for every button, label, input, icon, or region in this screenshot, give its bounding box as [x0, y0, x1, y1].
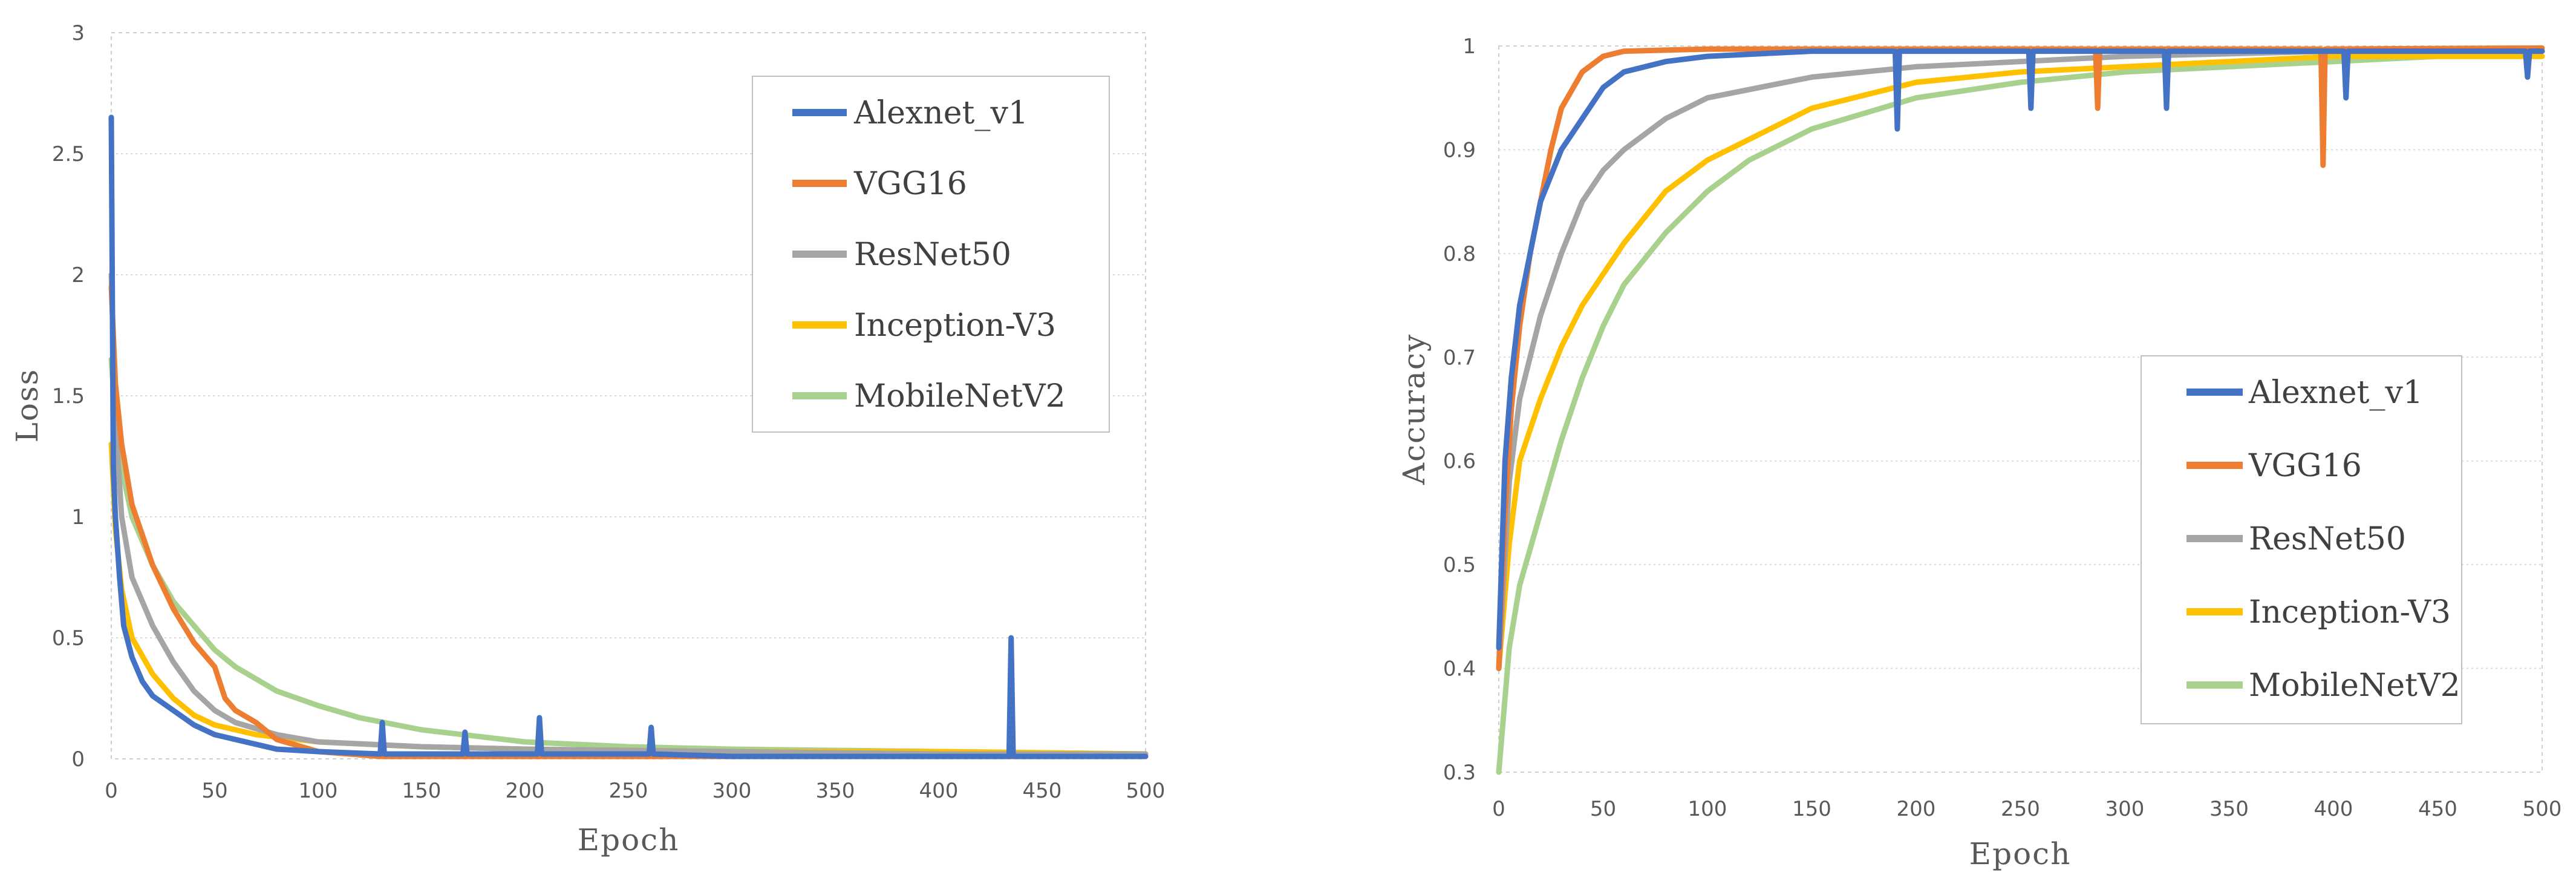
legend-label: MobileNetV2: [2249, 667, 2460, 704]
accuracy-y-tick-label: 0.8: [1443, 242, 1476, 266]
loss-y-tick-label: 1.5: [52, 384, 85, 408]
loss-legend-entries: Alexnet_v1 VGG16 ResNet50 Inception-V3 Mobil…: [792, 95, 1066, 415]
legend-item: Alexnet_v1: [792, 95, 1028, 131]
accuracy-y-tick-label: 0.6: [1443, 450, 1476, 474]
accuracy-x-tick-label: 0: [1492, 797, 1505, 821]
accuracy-y-tick-label: 0.9: [1443, 138, 1476, 162]
loss-x-tick-label: 300: [712, 779, 752, 803]
legend-label: VGG16: [853, 166, 967, 202]
accuracy-x-tick-label: 300: [2105, 797, 2145, 821]
loss-y-tick-label: 2: [71, 263, 85, 287]
loss-x-tick-label: 250: [609, 779, 648, 803]
legend-item: VGG16: [792, 166, 967, 202]
loss-series-alexnet-v1: [108, 114, 1149, 759]
loss-y-tick-labels: 0 0.5 1 1.5 2 2.5 3: [52, 21, 85, 772]
loss-series-mobilenetv2: [108, 356, 1149, 757]
loss-y-axis-title: Loss: [10, 369, 45, 443]
accuracy-plot-frame: [1498, 45, 2543, 773]
accuracy-x-tick-label: 50: [1590, 797, 1616, 821]
accuracy-x-tick-label: 150: [1792, 797, 1831, 821]
legend-label: Inception-V3: [854, 307, 1056, 344]
accuracy-x-tick-labels: 0 50 100 150 200 250 300 350 400 450 500: [1492, 797, 2561, 821]
loss-y-tick-label: 0: [71, 747, 85, 772]
loss-x-tick-label: 350: [816, 779, 855, 803]
accuracy-y-tick-label: 0.3: [1443, 761, 1476, 785]
loss-y-tick-label: 2.5: [52, 142, 85, 166]
accuracy-x-tick-label: 500: [2523, 797, 2562, 821]
legend-item: VGG16: [2186, 448, 2362, 484]
loss-x-tick-labels: 0 50 100 150 200 250 300 350 400 450 500: [105, 779, 1165, 803]
accuracy-y-tick-label: 0.5: [1443, 553, 1476, 577]
loss-x-tick-label: 400: [919, 779, 959, 803]
loss-x-tick-label: 50: [201, 779, 227, 803]
accuracy-series-resnet50: [1496, 48, 2545, 672]
accuracy-x-tick-label: 450: [2418, 797, 2457, 821]
accuracy-legend-entries: Alexnet_v1 VGG16 ResNet50 Inception-V3 Mobil…: [2186, 375, 2460, 704]
accuracy-y-axis-title: Accuracy: [1397, 333, 1432, 485]
legend-label: VGG16: [2248, 448, 2362, 484]
accuracy-x-tick-label: 350: [2209, 797, 2249, 821]
legend-item: Inception-V3: [792, 307, 1056, 344]
loss-x-tick-label: 150: [402, 779, 442, 803]
accuracy-series: [1496, 45, 2545, 775]
accuracy-y-tick-labels: 0.3 0.4 0.5 0.6 0.7 0.8 0.9 1: [1443, 34, 1476, 785]
loss-x-axis-title: Epoch: [578, 822, 680, 857]
legend-item: MobileNetV2: [2186, 667, 2460, 704]
legend-label: ResNet50: [2249, 521, 2406, 557]
accuracy-x-tick-label: 250: [2001, 797, 2040, 821]
legend-label: Alexnet_v1: [853, 95, 1028, 131]
accuracy-chart: 0.3 0.4 0.5 0.6 0.7 0.8 0.9 1 0 50 100 150 200 250 30…: [1397, 34, 2561, 871]
loss-x-tick-label: 0: [105, 779, 118, 803]
accuracy-y-tick-label: 0.4: [1443, 657, 1476, 681]
legend-label: Inception-V3: [2249, 594, 2451, 631]
accuracy-y-tick-label: 0.7: [1443, 346, 1476, 370]
legend-label: ResNet50: [854, 237, 1011, 273]
accuracy-x-tick-label: 200: [1897, 797, 1936, 821]
legend-item: ResNet50: [2186, 521, 2406, 557]
loss-series-resnet50: [108, 272, 1149, 757]
accuracy-series-inception-v3: [1496, 53, 2545, 672]
accuracy-x-tick-label: 100: [1688, 797, 1727, 821]
loss-legend: Alexnet_v1 VGG16 ResNet50 Inception-V3 Mobil…: [752, 76, 1110, 433]
accuracy-series-alexnet-v1: [1496, 48, 2545, 651]
loss-series-inception-v3: [108, 441, 1149, 757]
loss-x-tick-label: 450: [1023, 779, 1062, 803]
accuracy-x-axis-title: Epoch: [1969, 836, 2072, 871]
loss-series: [108, 114, 1149, 759]
loss-y-tick-label: 1: [71, 505, 85, 529]
loss-x-tick-label: 200: [506, 779, 545, 803]
loss-chart: 0 0.5 1 1.5 2 2.5 3 0 50 100 150 200 250 300 350 400 45…: [10, 21, 1165, 857]
loss-y-tick-label: 0.5: [52, 626, 85, 651]
legend-label: MobileNetV2: [854, 378, 1066, 415]
legend-item: Inception-V3: [2186, 594, 2451, 631]
accuracy-legend: Alexnet_v1 VGG16 ResNet50 Inception-V3 Mobil…: [2141, 355, 2462, 724]
accuracy-y-tick-label: 1: [1462, 34, 1476, 59]
loss-x-tick-label: 100: [299, 779, 338, 803]
legend-item: Alexnet_v1: [2186, 375, 2423, 411]
accuracy-x-tick-label: 400: [2314, 797, 2353, 821]
loss-legend-box: [752, 76, 1110, 433]
legend-item: ResNet50: [792, 237, 1011, 273]
legend-label: Alexnet_v1: [2248, 375, 2423, 411]
accuracy-series-mobilenetv2: [1496, 53, 2545, 775]
legend-item: MobileNetV2: [792, 378, 1066, 415]
loss-y-tick-label: 3: [71, 21, 85, 45]
loss-x-tick-label: 500: [1126, 779, 1166, 803]
